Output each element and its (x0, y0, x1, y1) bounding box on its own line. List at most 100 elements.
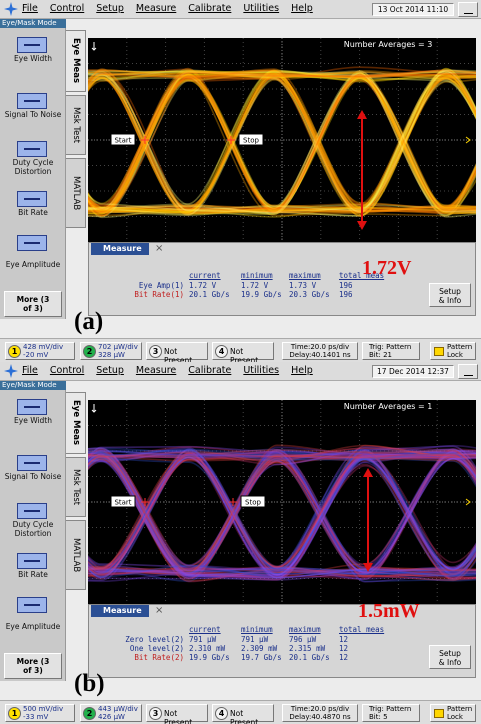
app-icon (4, 364, 18, 378)
row-name: Zero level(2) (89, 635, 184, 644)
menu-bar: File Control Setup Measure Calibrate Utilitie… (0, 362, 481, 381)
side-tab[interactable]: MATLAB (66, 520, 86, 590)
button-icon (17, 455, 47, 471)
channel-offset: -20 mV (23, 351, 48, 359)
menu-item[interactable]: Utilities (243, 365, 279, 376)
sidebar-button[interactable]: Eye Amplitude (3, 593, 63, 653)
column-header: maximum (289, 625, 321, 634)
pattern-lock-button[interactable]: Pattern Lock (430, 342, 476, 360)
row-name: Bit Rate(2) (89, 653, 184, 662)
measure-close: × (155, 605, 163, 616)
more-button[interactable]: More (3 of 3) (4, 291, 62, 317)
app-icon-shape (4, 2, 18, 16)
measure-value: 19.9 Gb/s (241, 290, 282, 299)
column-header: minimum (241, 625, 273, 634)
menu-item[interactable]: Measure (136, 365, 176, 376)
minimize-button[interactable] (458, 364, 478, 379)
channel-scale: Not Present (164, 347, 207, 362)
icon-glyph (24, 44, 40, 46)
annotation: 1.72V (362, 257, 411, 280)
channel-scale: Not Present (164, 709, 207, 724)
setup-info-button[interactable]: Setup & Info (429, 283, 471, 307)
side-tab[interactable]: Eye Meas (66, 30, 86, 92)
more-button[interactable]: More (3 of 3) (4, 653, 62, 679)
sidebar-button[interactable]: Eye Width (3, 395, 63, 439)
button-label: Duty Cycle Distortion (3, 159, 63, 176)
column-header: current (189, 625, 221, 634)
sidebar-button[interactable]: Duty Cycle Distortion (3, 499, 63, 543)
app-icon (4, 2, 18, 16)
row-name: One level(2) (89, 644, 184, 653)
measure-value: 20.3 Gb/s (289, 290, 330, 299)
scope-panel: File Control Setup Measure Calibrate Utilitie… (0, 0, 481, 362)
channel-id: 4 (215, 345, 228, 358)
sidebar-button[interactable]: Eye Amplitude (3, 231, 63, 291)
channel-scale: Not Present (230, 347, 273, 362)
menu-item[interactable]: File (22, 365, 38, 376)
lock-icon (434, 709, 444, 718)
menu-item[interactable]: Measure (136, 3, 176, 14)
sidebar: Eye/Mask ModeEye WidthSignal To NoiseDut… (0, 381, 66, 681)
button-label: Bit Rate (3, 209, 63, 218)
pattern-lock-button[interactable]: Pattern Lock (430, 704, 476, 722)
side-tab[interactable]: Msk Test (66, 457, 86, 517)
channel-id: 3 (149, 345, 162, 358)
menu-item[interactable]: Control (50, 3, 84, 14)
delay: Delay:40.1401 ns (283, 351, 357, 359)
sidebar-button[interactable]: Bit Rate (3, 187, 63, 231)
menu-item[interactable]: File (22, 3, 38, 14)
timebase: Time:20.0 ps/div (283, 705, 357, 713)
marker-label: Stop (243, 137, 259, 145)
measure-value: 2.310 mW (189, 644, 225, 653)
channel-scale: 443 µW/div (98, 705, 138, 713)
sidebar-button[interactable]: Signal To Noise (3, 89, 63, 133)
pattern-lock: Pattern Lock (447, 705, 471, 721)
menu-item[interactable]: Help (291, 3, 313, 14)
button-label: Eye Width (3, 417, 63, 426)
minimize-glyph (464, 375, 473, 376)
measure-tab[interactable]: Measure (91, 243, 149, 255)
menu-item[interactable]: Help (291, 365, 313, 376)
sidebar-button[interactable]: Signal To Noise (3, 451, 63, 495)
measure-value: 791 µW (241, 635, 268, 644)
measure-value: 12 (339, 653, 348, 662)
minimize-button[interactable] (458, 2, 478, 17)
sidebar-button[interactable]: Eye Width (3, 33, 63, 77)
button-icon (17, 93, 47, 109)
side-tab[interactable]: Msk Test (66, 95, 86, 155)
menu-item[interactable]: Control (50, 365, 84, 376)
measure-value: 19.9 Gb/s (189, 653, 230, 662)
channel-id: 1 (8, 345, 21, 358)
channel-id: 2 (83, 345, 96, 358)
arrow-head (363, 468, 373, 477)
measure-tab[interactable]: Measure (91, 605, 149, 617)
menu-item[interactable]: Utilities (243, 3, 279, 14)
sidebar: Eye/Mask ModeEye WidthSignal To NoiseDut… (0, 19, 66, 319)
menu-item[interactable]: Setup (96, 365, 124, 376)
pattern-bit: Bit: 5 (369, 713, 419, 721)
side-tab[interactable]: Eye Meas (66, 392, 86, 454)
menu-item[interactable]: Calibrate (188, 365, 231, 376)
date-time: 17 Dec 2014 12:37 (372, 365, 454, 378)
sidebar-button[interactable]: Duty Cycle Distortion (3, 137, 63, 181)
menu-item[interactable]: Setup (96, 3, 124, 14)
setup-info-button[interactable]: Setup & Info (429, 645, 471, 669)
side-tab[interactable]: MATLAB (66, 158, 86, 228)
menu-item[interactable]: Calibrate (188, 3, 231, 14)
timebase: Time:20.0 ps/div (283, 343, 357, 351)
icon-glyph (24, 100, 40, 102)
measure-value: 196 (339, 281, 353, 290)
sidebar-button[interactable]: Bit Rate (3, 549, 63, 593)
